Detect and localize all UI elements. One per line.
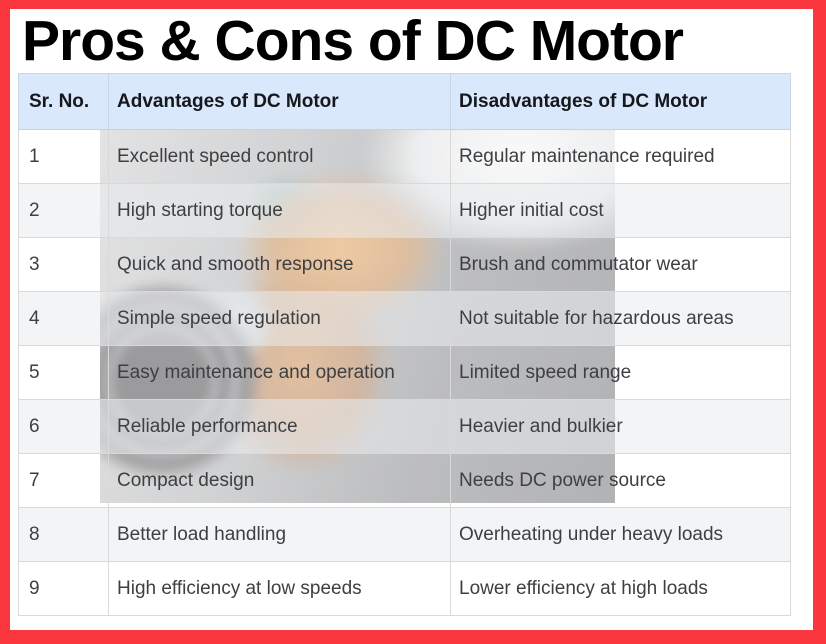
disadvantage-cell: Lower efficiency at high loads	[450, 561, 791, 616]
table-row: 3 Quick and smooth response Brush and co…	[18, 237, 791, 292]
table-row: 4 Simple speed regulation Not suitable f…	[18, 291, 791, 346]
row-number: 2	[18, 183, 109, 238]
disadvantage-cell: Not suitable for hazardous areas	[450, 291, 791, 346]
table-body: 1 Excellent speed control Regular mainte…	[18, 129, 791, 616]
advantage-cell: Easy maintenance and operation	[108, 345, 451, 400]
advantage-cell: Compact design	[108, 453, 451, 508]
table-row: 8 Better load handling Overheating under…	[18, 507, 791, 562]
page-title: Pros & Cons of DC Motor	[22, 9, 684, 73]
column-header-sr-no: Sr. No.	[18, 73, 109, 130]
pros-cons-table: Sr. No. Advantages of DC Motor Disadvant…	[18, 73, 791, 616]
advantage-cell: Excellent speed control	[108, 129, 451, 184]
advantage-cell: High efficiency at low speeds	[108, 561, 451, 616]
advantage-cell: High starting torque	[108, 183, 451, 238]
table-row: 2 High starting torque Higher initial co…	[18, 183, 791, 238]
column-header-advantages: Advantages of DC Motor	[108, 73, 451, 130]
row-number: 8	[18, 507, 109, 562]
table-row: 7 Compact design Needs DC power source	[18, 453, 791, 508]
disadvantage-cell: Regular maintenance required	[450, 129, 791, 184]
table-row: 5 Easy maintenance and operation Limited…	[18, 345, 791, 400]
disadvantage-cell: Higher initial cost	[450, 183, 791, 238]
disadvantage-cell: Heavier and bulkier	[450, 399, 791, 454]
header-row: Sr. No. Advantages of DC Motor Disadvant…	[18, 73, 791, 130]
row-number: 3	[18, 237, 109, 292]
advantage-cell: Reliable performance	[108, 399, 451, 454]
table-zone: Sr. No. Advantages of DC Motor Disadvant…	[18, 73, 791, 616]
column-header-disadvantages: Disadvantages of DC Motor	[450, 73, 791, 130]
table-header: Sr. No. Advantages of DC Motor Disadvant…	[18, 73, 791, 130]
disadvantage-cell: Limited speed range	[450, 345, 791, 400]
table-row: 1 Excellent speed control Regular mainte…	[18, 129, 791, 184]
row-number: 4	[18, 291, 109, 346]
row-number: 7	[18, 453, 109, 508]
disadvantage-cell: Brush and commutator wear	[450, 237, 791, 292]
advantage-cell: Better load handling	[108, 507, 451, 562]
table-row: 6 Reliable performance Heavier and bulki…	[18, 399, 791, 454]
row-number: 5	[18, 345, 109, 400]
table-row: 9 High efficiency at low speeds Lower ef…	[18, 561, 791, 616]
disadvantage-cell: Overheating under heavy loads	[450, 507, 791, 562]
advantage-cell: Simple speed regulation	[108, 291, 451, 346]
advantage-cell: Quick and smooth response	[108, 237, 451, 292]
row-number: 9	[18, 561, 109, 616]
disadvantage-cell: Needs DC power source	[450, 453, 791, 508]
row-number: 6	[18, 399, 109, 454]
row-number: 1	[18, 129, 109, 184]
